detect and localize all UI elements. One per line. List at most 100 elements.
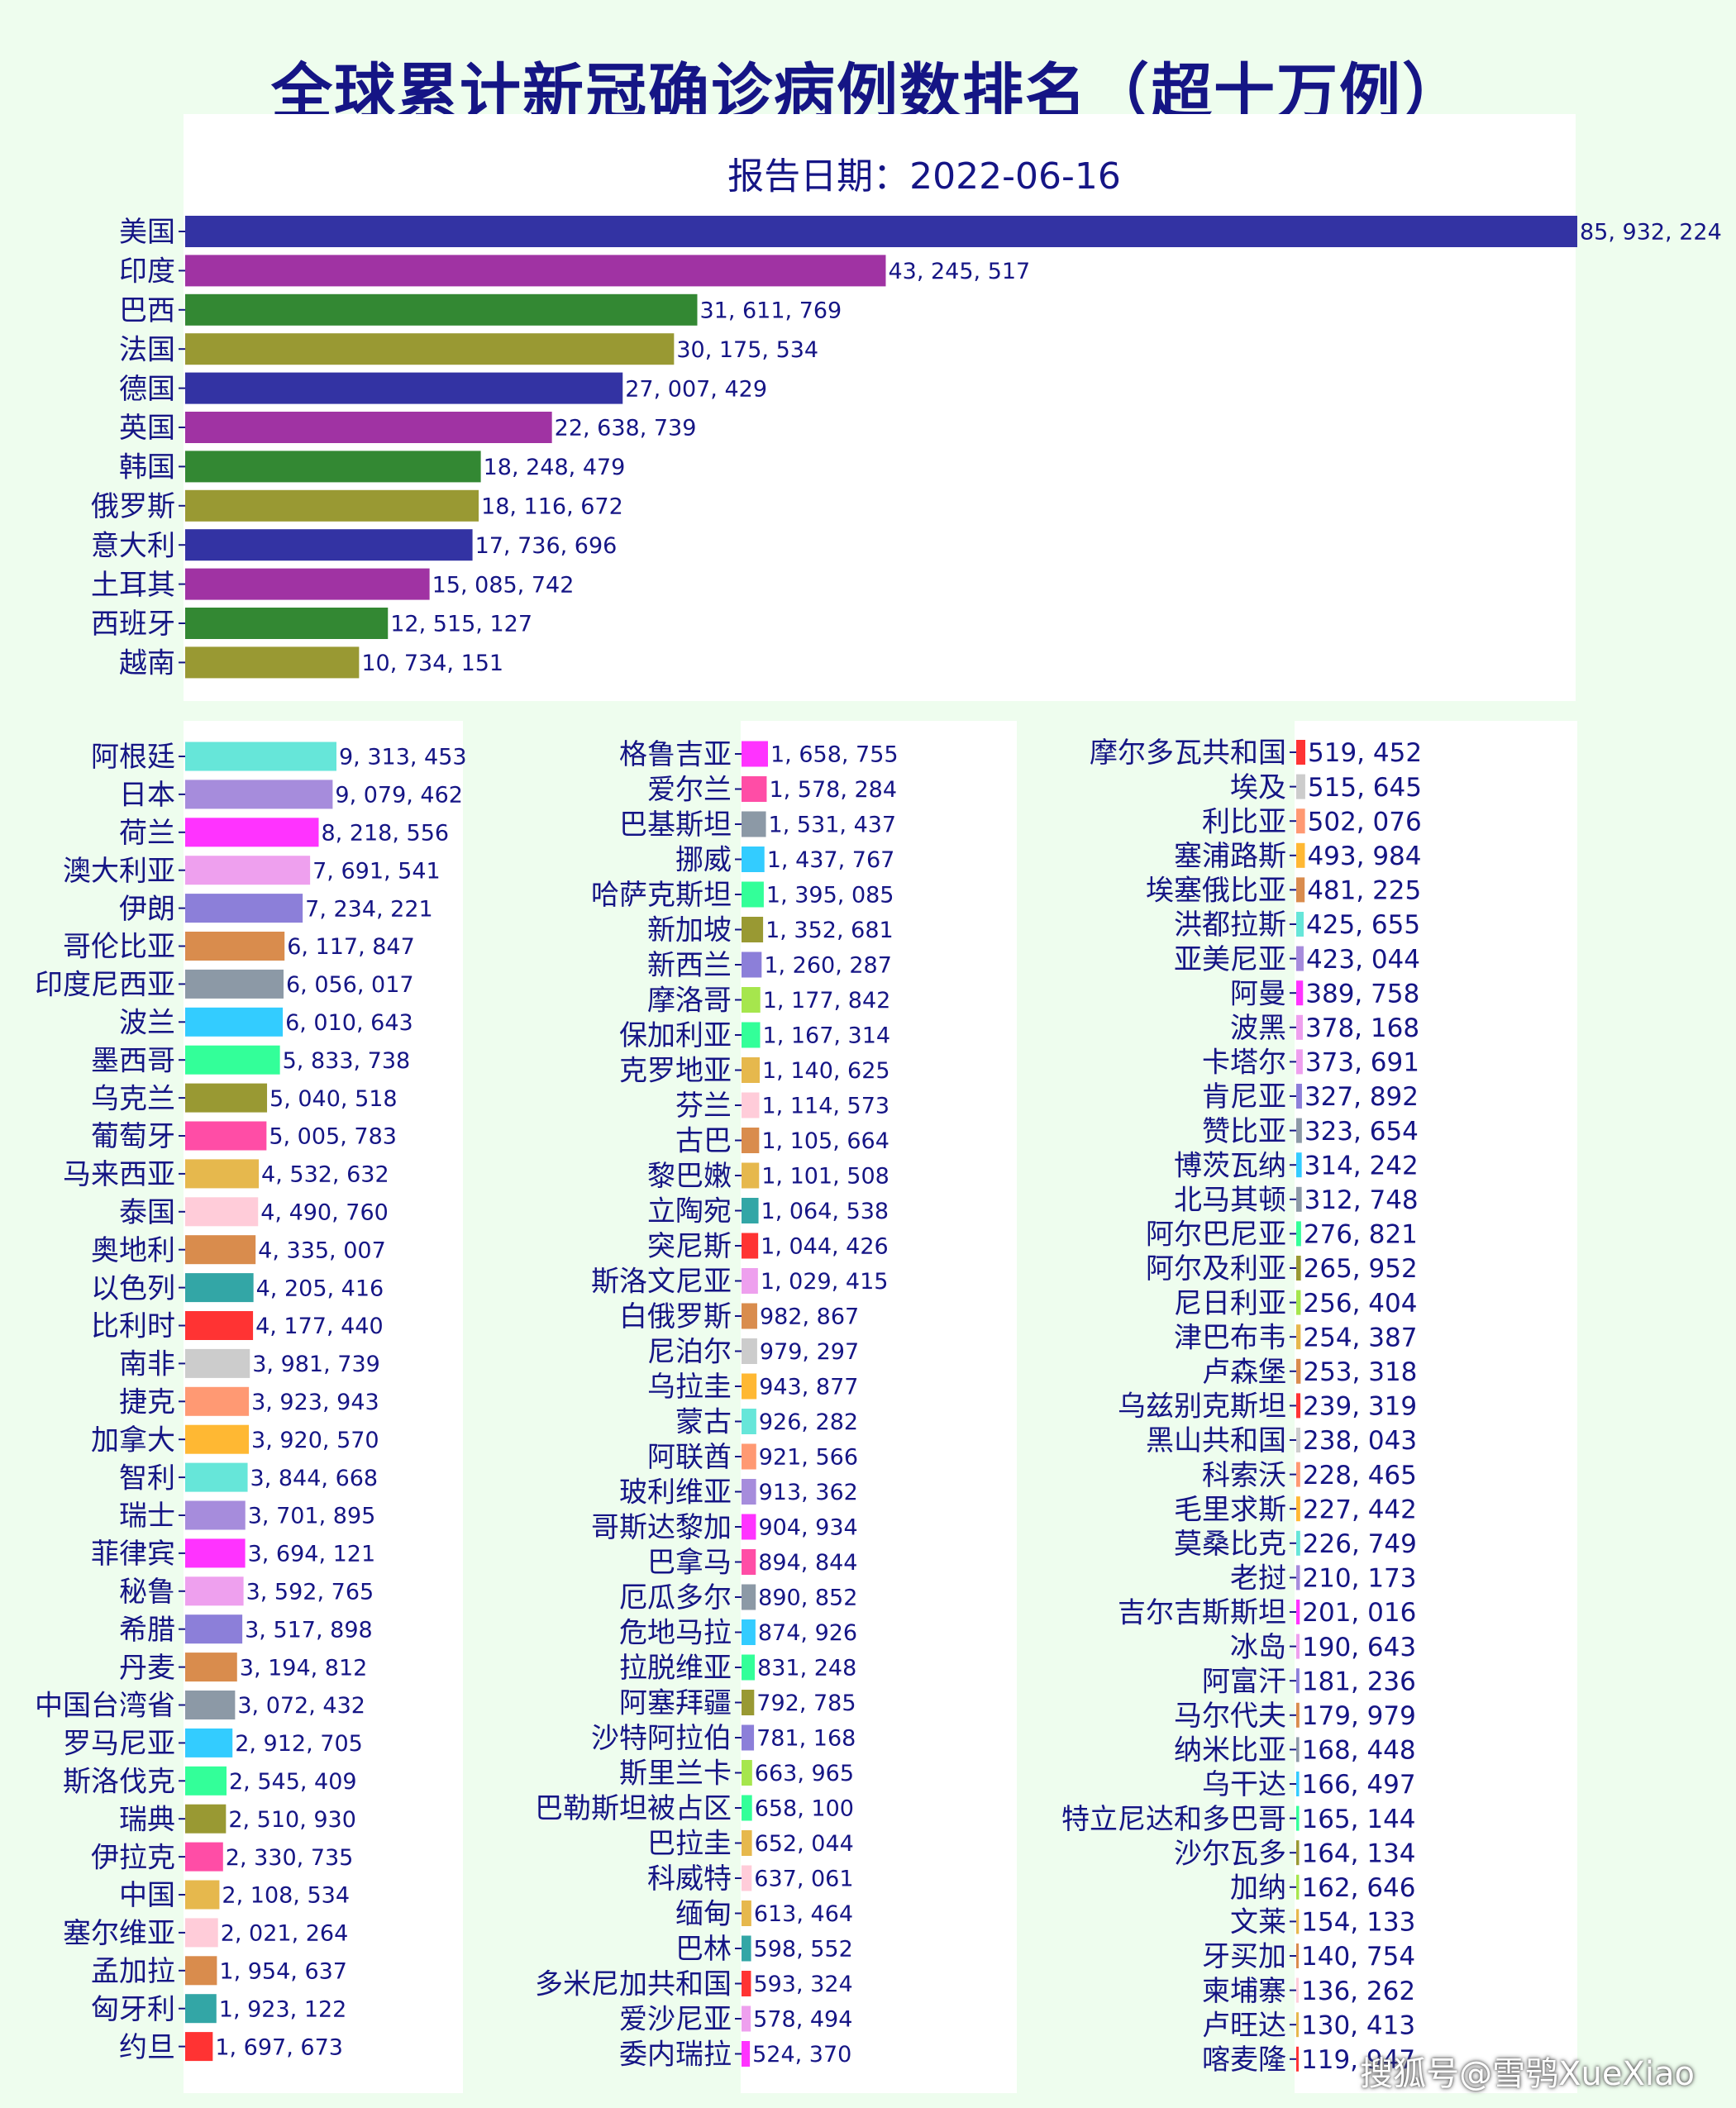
left-value-label: 3, 592, 765 bbox=[246, 1580, 374, 1605]
left-value-label: 2, 108, 534 bbox=[222, 1883, 350, 1909]
main-value-label: 22, 638, 739 bbox=[555, 416, 697, 441]
right-value-label: 493, 984 bbox=[1307, 842, 1421, 871]
left-category-label: 智利 bbox=[119, 1462, 175, 1495]
left-category-label: 中国 bbox=[119, 1879, 175, 1912]
main-bars-group: 美国 85, 932, 224 印度 43, 245, 517 巴西 31, 611, 7… bbox=[91, 216, 1722, 680]
middle-value-label: 913, 362 bbox=[759, 1480, 858, 1505]
middle-value-label: 613, 464 bbox=[754, 1901, 853, 1927]
right-bar bbox=[1296, 1943, 1299, 1968]
left-category-label: 秘鲁 bbox=[119, 1576, 175, 1609]
right-category-label: 摩尔多瓦共和国 bbox=[1090, 737, 1286, 770]
middle-category-label: 委内瑞拉 bbox=[619, 2039, 732, 2072]
main-category-label: 德国 bbox=[119, 373, 175, 406]
middle-value-label: 926, 282 bbox=[759, 1409, 858, 1435]
middle-category-label: 缅甸 bbox=[675, 1898, 732, 1931]
main-value-label: 30, 175, 534 bbox=[676, 337, 818, 363]
middle-value-label: 1, 029, 415 bbox=[761, 1269, 889, 1295]
middle-category-label: 斯里兰卡 bbox=[619, 1757, 732, 1791]
middle-value-label: 593, 324 bbox=[753, 1972, 852, 1997]
left-category-label: 葡萄牙 bbox=[91, 1120, 175, 1153]
right-category-label: 沙尔瓦多 bbox=[1174, 1837, 1286, 1870]
left-value-label: 3, 517, 898 bbox=[245, 1617, 373, 1643]
main-value-label: 31, 611, 769 bbox=[699, 298, 842, 324]
middle-value-label: 598, 552 bbox=[754, 1937, 853, 1963]
left-category-label: 匈牙利 bbox=[91, 1993, 175, 2026]
right-value-label: 119, 947 bbox=[1301, 2045, 1415, 2075]
middle-bar bbox=[742, 1584, 756, 1610]
middle-value-label: 921, 566 bbox=[759, 1445, 858, 1471]
middle-value-label: 781, 168 bbox=[756, 1726, 856, 1752]
right-bars-group: 摩尔多瓦共和国 519, 452 埃及 515, 645 利比亚 502, 076 塞浦路斯… bbox=[1061, 737, 1422, 2077]
right-value-label: 254, 387 bbox=[1303, 1323, 1417, 1352]
middle-bar bbox=[742, 1233, 759, 1259]
left-category-label: 孟加拉 bbox=[91, 1955, 175, 1988]
middle-bar bbox=[742, 1935, 751, 1962]
left-value-label: 2, 330, 735 bbox=[226, 1845, 354, 1871]
main-category-label: 意大利 bbox=[91, 529, 175, 562]
left-value-label: 3, 694, 121 bbox=[248, 1542, 376, 1567]
left-category-label: 塞尔维亚 bbox=[63, 1917, 175, 1950]
right-value-label: 253, 318 bbox=[1303, 1357, 1417, 1387]
middle-category-label: 古巴 bbox=[675, 1125, 732, 1158]
right-bar bbox=[1296, 1324, 1301, 1350]
main-bar bbox=[185, 412, 552, 443]
middle-value-label: 658, 100 bbox=[755, 1796, 854, 1822]
right-bar bbox=[1296, 1633, 1300, 1659]
middle-value-label: 1, 114, 573 bbox=[762, 1094, 890, 1119]
right-value-label: 210, 173 bbox=[1302, 1564, 1416, 1594]
left-category-label: 马来西亚 bbox=[63, 1158, 175, 1191]
middle-category-label: 摩洛哥 bbox=[647, 985, 732, 1018]
right-category-label: 尼日利亚 bbox=[1174, 1287, 1286, 1320]
middle-category-label: 多米尼加共和国 bbox=[535, 1968, 732, 2001]
middle-category-label: 玻利维亚 bbox=[619, 1476, 732, 1509]
main-category-label: 法国 bbox=[119, 333, 175, 366]
left-category-label: 丹麦 bbox=[119, 1652, 175, 1685]
main-value-label: 43, 245, 517 bbox=[888, 259, 1030, 284]
middle-value-label: 982, 867 bbox=[760, 1304, 859, 1330]
middle-value-label: 637, 061 bbox=[754, 1867, 853, 1892]
left-value-label: 6, 056, 017 bbox=[286, 972, 414, 998]
left-category-label: 瑞典 bbox=[119, 1803, 175, 1836]
middle-bar bbox=[742, 987, 761, 1013]
left-value-label: 2, 545, 409 bbox=[229, 1769, 357, 1795]
right-bar bbox=[1296, 1014, 1304, 1040]
left-bar bbox=[185, 1766, 227, 1796]
left-category-label: 南非 bbox=[119, 1348, 175, 1381]
middle-category-label: 保加利亚 bbox=[619, 1019, 732, 1052]
middle-category-label: 巴林 bbox=[675, 1933, 732, 1966]
main-category-label: 俄罗斯 bbox=[91, 490, 175, 523]
left-bar bbox=[185, 1197, 259, 1227]
left-bar bbox=[185, 742, 336, 771]
right-value-label: 327, 892 bbox=[1304, 1082, 1419, 1112]
middle-category-label: 新西兰 bbox=[647, 949, 732, 982]
left-bar bbox=[185, 932, 285, 961]
main-category-label: 英国 bbox=[119, 412, 175, 445]
right-bar bbox=[1296, 1221, 1301, 1247]
main-bar bbox=[185, 608, 389, 639]
right-category-label: 老挝 bbox=[1230, 1562, 1286, 1595]
left-bar bbox=[185, 1083, 268, 1113]
middle-value-label: 663, 965 bbox=[755, 1761, 854, 1786]
right-value-label: 140, 754 bbox=[1301, 1942, 1415, 1972]
left-bar bbox=[185, 856, 311, 885]
right-bar bbox=[1296, 1565, 1300, 1591]
right-value-label: 373, 691 bbox=[1305, 1048, 1419, 1078]
left-bar bbox=[185, 1614, 243, 1644]
left-value-label: 3, 923, 943 bbox=[251, 1390, 379, 1415]
middle-value-label: 1, 064, 538 bbox=[761, 1199, 889, 1224]
right-category-label: 黑山共和国 bbox=[1146, 1424, 1286, 1457]
right-value-label: 130, 413 bbox=[1301, 2010, 1415, 2040]
left-bar bbox=[185, 1880, 220, 1910]
middle-category-label: 尼泊尔 bbox=[647, 1336, 732, 1369]
middle-bar bbox=[742, 1057, 761, 1083]
left-category-label: 中国台湾省 bbox=[35, 1690, 175, 1723]
middle-value-label: 890, 852 bbox=[758, 1586, 857, 1611]
main-chart-panel bbox=[184, 114, 1576, 701]
middle-bar bbox=[742, 1901, 751, 1926]
main-value-label: 18, 248, 479 bbox=[484, 455, 626, 480]
left-bar bbox=[185, 969, 284, 999]
left-category-label: 瑞士 bbox=[119, 1500, 175, 1533]
middle-bar bbox=[742, 1128, 760, 1153]
main-category-label: 越南 bbox=[119, 647, 175, 680]
